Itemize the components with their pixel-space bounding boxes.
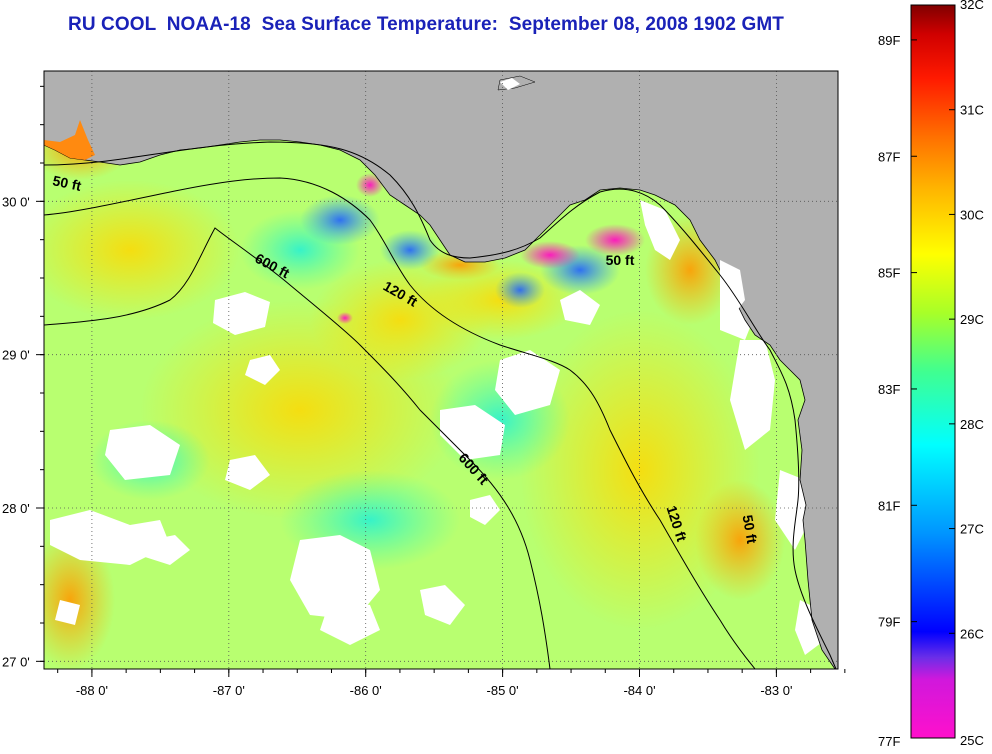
x-tick-label: -83 0' — [760, 683, 792, 698]
colorbar-celsius-label: 29C — [960, 312, 984, 327]
colorbar-celsius-label: 25C — [960, 733, 984, 748]
chart-title: RU COOL NOAA-18 Sea Surface Temperature:… — [68, 14, 784, 35]
y-tick-label: 27 0' — [2, 654, 30, 669]
x-axis: -88 0' -87 0' -86 0' -85 0' -84 0' -83 0' — [57, 669, 846, 698]
x-tick-label: -88 0' — [76, 683, 108, 698]
colorbar-fahrenheit-label: 87F — [878, 149, 900, 164]
y-tick-label: 30 0' — [2, 194, 30, 209]
colorbar-celsius-label: 26C — [960, 626, 984, 641]
contour-120ft — [43, 177, 756, 670]
contour-50ft-north — [43, 141, 837, 670]
colorbar-fahrenheit-label: 83F — [878, 382, 900, 397]
y-axis: 30 0' 29 0' 28 0' 27 0' — [2, 85, 44, 669]
colorbar-fahrenheit-label: 85F — [878, 266, 900, 281]
bathymetry-contours — [43, 141, 837, 670]
colorbar-celsius-label: 31C — [960, 103, 984, 118]
colorbar-fahrenheit-label: 81F — [878, 498, 900, 513]
lat-lon-grid — [44, 71, 838, 669]
x-tick-label: -84 0' — [623, 683, 655, 698]
contour-600ft — [43, 227, 551, 670]
x-tick-label: -86 0' — [350, 683, 382, 698]
y-tick-label: 28 0' — [2, 501, 30, 516]
plot-frame — [43, 70, 839, 670]
colorbar-fahrenheit-label: 77F — [878, 734, 900, 749]
sst-field — [44, 71, 838, 669]
x-tick-label: -85 0' — [487, 683, 519, 698]
colorbar-fahrenheit-label: 89F — [878, 33, 900, 48]
contour-label: 50 ft — [606, 252, 635, 268]
colorbar-labels: 32C 31C 30C 29C 28C 27C 26C 25C 89F 87F 85F 83F 81F 7… — [878, 0, 984, 749]
colorbar-celsius-label: 27C — [960, 522, 984, 537]
contour-label: 50 ft — [740, 514, 761, 545]
y-tick-label: 29 0' — [2, 348, 30, 363]
colorbar: 32C 31C 30C 29C 28C 27C 26C 25C 89F 87F 85F 83F 81F 7… — [878, 0, 984, 749]
colorbar-celsius-label: 30C — [960, 207, 984, 222]
cloud-mask — [50, 290, 825, 655]
colorbar-celsius-label: 32C — [960, 0, 984, 12]
x-tick-label: -87 0' — [213, 683, 245, 698]
colorbar-gradient — [910, 4, 956, 739]
colorbar-celsius-label: 28C — [960, 417, 984, 432]
contour-label: 50 ft — [51, 172, 83, 194]
colorbar-fahrenheit-label: 79F — [878, 615, 900, 630]
